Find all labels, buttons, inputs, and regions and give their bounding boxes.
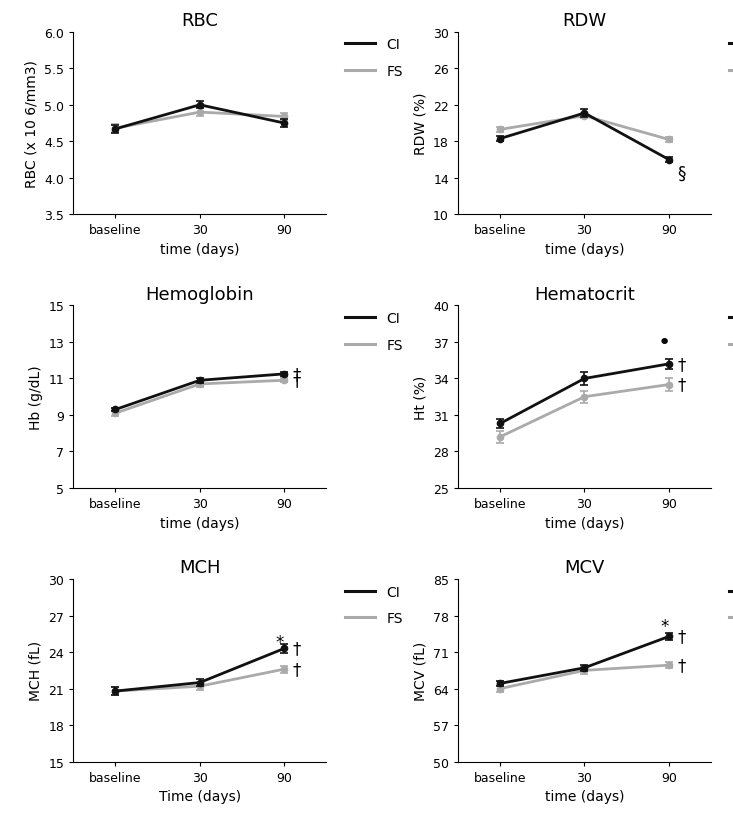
Text: †: † — [292, 372, 301, 390]
Text: †: † — [292, 365, 301, 383]
Text: †: † — [677, 355, 685, 373]
Title: MCH: MCH — [179, 559, 221, 577]
Text: †: † — [677, 376, 685, 394]
X-axis label: time (days): time (days) — [160, 242, 240, 256]
Title: Hemoglobin: Hemoglobin — [146, 285, 254, 303]
Legend: CI, FS: CI, FS — [723, 580, 733, 631]
Text: §: § — [677, 165, 685, 183]
X-axis label: Time (days): Time (days) — [159, 790, 241, 803]
Title: RBC: RBC — [181, 11, 218, 29]
Text: •: • — [658, 333, 671, 352]
Title: RDW: RDW — [562, 11, 606, 29]
Y-axis label: RDW (%): RDW (%) — [413, 93, 427, 155]
Legend: CI, FS: CI, FS — [339, 306, 408, 358]
Y-axis label: MCV (fL): MCV (fL) — [413, 641, 427, 700]
Y-axis label: Hb (g/dL): Hb (g/dL) — [29, 365, 43, 429]
X-axis label: time (days): time (days) — [545, 790, 625, 803]
Y-axis label: Ht (%): Ht (%) — [413, 375, 427, 419]
Legend: CI, FS: CI, FS — [723, 33, 733, 84]
Legend: CI, FS: CI, FS — [339, 33, 408, 84]
X-axis label: time (days): time (days) — [545, 242, 625, 256]
Text: †: † — [677, 656, 685, 674]
X-axis label: time (days): time (days) — [545, 516, 625, 530]
Text: *: * — [276, 633, 284, 651]
Y-axis label: MCH (fL): MCH (fL) — [29, 640, 43, 700]
Text: †: † — [292, 640, 301, 658]
Legend: CI, FS: CI, FS — [723, 306, 733, 358]
Legend: CI, FS: CI, FS — [339, 580, 408, 631]
Text: *: * — [660, 618, 668, 636]
Title: Hematocrit: Hematocrit — [534, 285, 635, 303]
Title: MCV: MCV — [564, 559, 605, 577]
Text: †: † — [292, 660, 301, 678]
Text: †: † — [677, 627, 685, 645]
X-axis label: time (days): time (days) — [160, 516, 240, 530]
Y-axis label: RBC (x 10 6/mm3): RBC (x 10 6/mm3) — [25, 60, 39, 188]
